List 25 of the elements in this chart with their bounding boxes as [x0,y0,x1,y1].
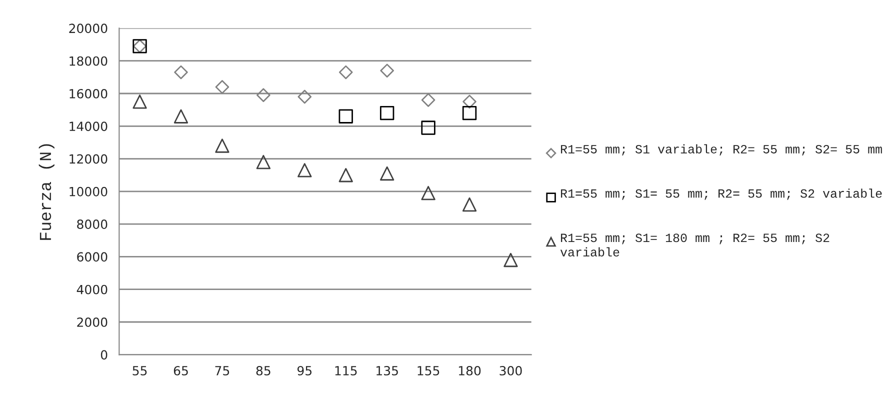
y-tick-label: 4000 [76,284,108,294]
y-tick-label: 8000 [77,220,108,229]
x-tick-label: 300 [500,366,522,376]
y-tick-label: 18000 [70,56,108,66]
x-tick-label: 95 [297,366,312,376]
y-tick-label: 20000 [69,24,108,34]
x-tick-label: 115 [335,366,357,376]
y-tick-label: 6000 [77,252,108,262]
y-axis-title: Fuerza (N) [38,144,54,240]
legend-label: R1=55 mm; S1 variable; R2= 55 mm; S2= 55 mm [560,144,882,156]
y-tick-label: 16000 [70,88,108,98]
x-tick-label: 55 [132,366,147,376]
y-tick-label: 14000 [70,122,108,132]
x-tick-label: 155 [418,366,440,376]
x-tick-label: 75 [215,366,230,376]
y-tick-label: 12000 [70,154,108,164]
x-tick-label: 85 [256,366,270,376]
y-tick-label: 10000 [70,186,108,196]
x-tick-label: 135 [376,366,398,376]
y-tick-label: 0 [100,350,108,360]
legend-label: R1=55 mm; S1= 55 mm; R2= 55 mm; S2 variable [560,188,882,200]
legend-label: R1=55 mm; S1= 180 mm ; R2= 55 mm; S2 variable [560,234,830,256]
x-tick-label: 65 [174,366,188,376]
x-tick-label: 180 [458,366,481,376]
y-tick-label: 2000 [77,317,108,327]
